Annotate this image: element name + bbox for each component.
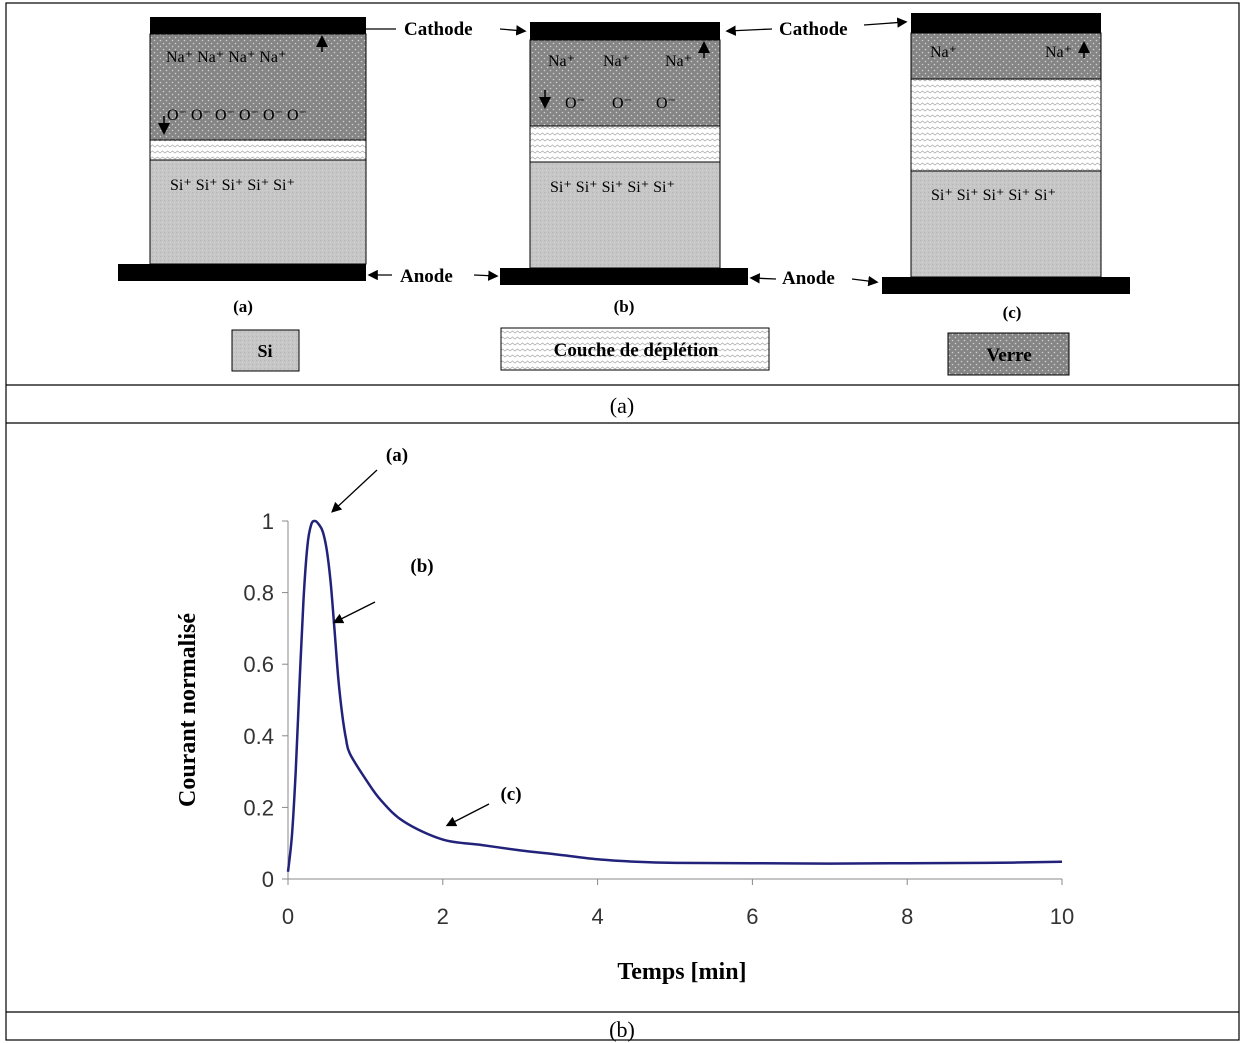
legend-glass-label: Verre <box>986 345 1031 366</box>
y-axis-label: Courant normalisé <box>175 613 201 807</box>
current-chart: 0 0.2 0.4 0.6 0.8 1 0 2 4 6 8 10 Temps [min] Coura… <box>175 445 1074 985</box>
annotation-c: (c) <box>500 784 521 805</box>
cathode-plate-c <box>911 13 1101 33</box>
y-tick-label: 0.6 <box>243 652 274 677</box>
o-ion-b-1: O⁻ <box>565 95 585 112</box>
na-ions-a: Na⁺ Na⁺ Na⁺ Na⁺ <box>166 49 286 66</box>
caption-b: (b) <box>609 1017 635 1042</box>
si-ions-b: Si⁺ Si⁺ Si⁺ Si⁺ Si⁺ <box>550 179 675 196</box>
o-ion-b-2: O⁻ <box>612 95 632 112</box>
anode-plate-c <box>882 277 1130 294</box>
annotation-a: (a) <box>386 445 408 466</box>
anode-plate-b <box>500 268 748 285</box>
x-tick-label: 4 <box>591 904 603 929</box>
na-ion-b-1: Na⁺ <box>548 53 575 70</box>
panel-c-label: (c) <box>1003 303 1022 322</box>
y-tick-label: 0.8 <box>243 581 274 606</box>
x-tick-label: 6 <box>746 904 758 929</box>
panel-c: Na⁺ Na⁺ Si⁺ Si⁺ Si⁺ Si⁺ Si⁺ (c) <box>882 13 1130 322</box>
legend-swatch-glass <box>947 332 1070 376</box>
si-ions-c: Si⁺ Si⁺ Si⁺ Si⁺ Si⁺ <box>931 187 1056 204</box>
legend-swatch-si <box>231 329 300 372</box>
annotation-a-arrow <box>331 469 378 513</box>
legend-si-label: Si <box>257 341 272 361</box>
panel-b-label: (b) <box>614 297 635 316</box>
x-axis-label: Temps [min] <box>617 959 746 985</box>
na-ion-c-2: Na⁺ <box>1045 44 1072 61</box>
legend: Si Couche de déplétion Verre <box>231 327 1070 376</box>
legend-depletion-label: Couche de déplétion <box>554 340 719 361</box>
x-tick-label: 8 <box>901 904 913 929</box>
panel-a: Na⁺ Na⁺ Na⁺ Na⁺ O⁻ O⁻ O⁻ O⁻ O⁻ O⁻ Si⁺ Si… <box>118 17 367 316</box>
cathode-plate-b <box>530 22 720 40</box>
na-ion-c-1: Na⁺ <box>930 44 957 61</box>
annotation-b: (b) <box>410 556 433 577</box>
y-tick-label: 0.2 <box>243 795 274 820</box>
cathode-label-2: Cathode <box>779 19 848 40</box>
legend-swatch-depletion <box>500 327 770 371</box>
outer-border <box>5 2 1240 1041</box>
caption-a: (a) <box>610 393 634 418</box>
series-line <box>286 519 1063 872</box>
cathode-plate-a <box>150 17 366 34</box>
anode-plate-a <box>118 264 366 281</box>
y-tick-label: 0.4 <box>243 724 274 749</box>
na-ion-b-2: Na⁺ <box>603 53 630 70</box>
y-tick-label: 0 <box>262 867 274 892</box>
na-ion-b-3: Na⁺ <box>665 53 692 70</box>
cathode-label-1: Cathode <box>404 19 473 40</box>
anode-label-2: Anode <box>782 268 835 289</box>
x-tick-label: 0 <box>282 904 294 929</box>
x-tick-label: 2 <box>437 904 449 929</box>
o-ions-a: O⁻ O⁻ O⁻ O⁻ O⁻ O⁻ <box>167 107 307 124</box>
x-tick-label: 10 <box>1050 904 1074 929</box>
panel-a-label: (a) <box>233 297 253 316</box>
annotation-c-arrow <box>445 803 490 827</box>
annotation-b-arrow <box>332 601 376 624</box>
y-tick-label: 1 <box>262 509 274 534</box>
si-ions-a: Si⁺ Si⁺ Si⁺ Si⁺ Si⁺ <box>170 177 295 194</box>
panel-b: Na⁺ Na⁺ Na⁺ O⁻ O⁻ O⁻ Si⁺ Si⁺ Si⁺ Si⁺ Si⁺… <box>500 22 748 316</box>
o-ion-b-3: O⁻ <box>656 95 676 112</box>
anode-label-1: Anode <box>400 266 453 287</box>
